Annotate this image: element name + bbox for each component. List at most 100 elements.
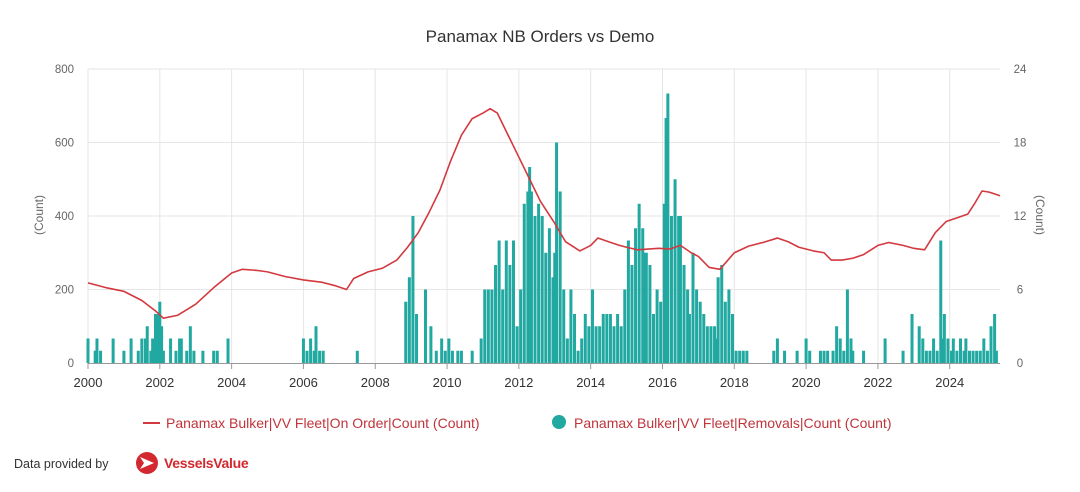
removals-bar [985,350,989,363]
removals-bar [580,338,584,363]
removals-bar [156,314,160,363]
x-tick-label: 2016 [648,375,677,390]
removals-bar [309,338,313,363]
removals-bar [583,314,587,363]
removals-bars [86,93,998,363]
removals-bar [93,350,97,363]
removals-bar [616,314,620,363]
removals-bar [547,228,551,363]
removals-bar [519,289,523,363]
removals-bar [533,216,537,363]
vesselsvalue-logo-icon[interactable] [136,452,158,474]
removals-bar [122,350,126,363]
removals-bar [526,191,530,363]
removals-bar [318,350,322,363]
removals-bar [644,252,648,363]
removals-bar [626,240,630,363]
removals-bar [951,338,955,363]
removals-bar [305,350,309,363]
removals-bar [691,252,695,363]
removals-bar [664,118,668,363]
removals-bar [641,228,645,363]
right-axis-ticks: 0 6 12 18 24 [1014,64,1027,370]
x-tick-label: 2020 [792,375,821,390]
removals-bar [709,326,713,363]
removals-bar [720,265,724,363]
x-tick-label: 2022 [863,375,892,390]
removals-bar [901,350,905,363]
removals-bar [989,326,993,363]
removals-bar [804,338,808,363]
removals-bar [494,265,498,363]
removals-bar [558,191,562,363]
x-tick-label: 2002 [145,375,174,390]
removals-bar [994,350,998,363]
vesselsvalue-brand-text[interactable]: VesselsValue [164,455,249,471]
removals-bar [129,338,133,363]
removals-bar [939,240,943,363]
legend: Panamax Bulker|VV Fleet|On Order|Count (… [143,415,892,431]
chart-title: Panamax NB Orders vs Demo [426,27,655,46]
removals-bar [734,350,738,363]
removals-bar [826,350,830,363]
removals-bar [783,350,787,363]
removals-bar [450,350,454,363]
removals-bar [551,277,555,363]
removals-bar [598,326,602,363]
removals-bar [716,277,720,363]
removals-bar [486,289,490,363]
removals-bar [745,350,749,363]
removals-bar [669,216,673,363]
removals-bar [978,350,982,363]
removals-bar [415,314,419,363]
removals-bar [86,338,90,363]
removals-bar [95,338,99,363]
removals-bar [741,350,745,363]
legend-item-on-order[interactable]: Panamax Bulker|VV Fleet|On Order|Count (… [143,415,480,431]
removals-bar [188,326,192,363]
right-axis-title: (Count) [1033,195,1047,235]
removals-bar [511,240,515,363]
removals-bar [594,326,598,363]
removals-bar [731,314,734,363]
removals-bar [192,350,196,363]
removals-bar [673,179,677,363]
x-tick-label: 2008 [361,375,390,390]
removals-bar [140,338,144,363]
removals-bar [573,314,577,363]
removals-bar [637,203,641,363]
removals-bar [151,338,155,363]
x-tick-label: 2024 [935,375,964,390]
legend-item-removals[interactable]: Panamax Bulker|VV Fleet|Removals|Count (… [552,415,892,431]
removals-bar [540,216,544,363]
removals-bar [440,338,444,363]
right-tick-label: 0 [1017,358,1023,370]
removals-bar [705,326,709,363]
removals-bar [544,252,548,363]
removals-bar [429,326,433,363]
removals-bar [713,326,717,363]
removals-bar [808,350,812,363]
removals-bar [136,350,140,363]
removals-bar [677,216,681,363]
removals-bar [497,240,501,363]
removals-bar [407,277,411,363]
removals-bar [169,338,173,363]
removals-bar [950,350,954,363]
removals-bar [178,338,182,363]
removals-bar [842,350,846,363]
removals-bar [686,289,690,363]
left-tick-label: 600 [55,138,74,150]
removals-bar [443,350,447,363]
removals-bar [99,350,103,363]
removals-bar [587,326,591,363]
removals-bar [459,350,463,363]
on-order-line [87,107,1001,319]
removals-bar [528,167,532,363]
data-provided-by-text: Data provided by [14,457,109,471]
removals-bar [862,350,866,363]
removals-bar [508,265,512,363]
removals-bar [818,350,822,363]
left-axis-ticks: 0 200 400 600 800 [55,64,74,370]
removals-bar [490,289,494,363]
